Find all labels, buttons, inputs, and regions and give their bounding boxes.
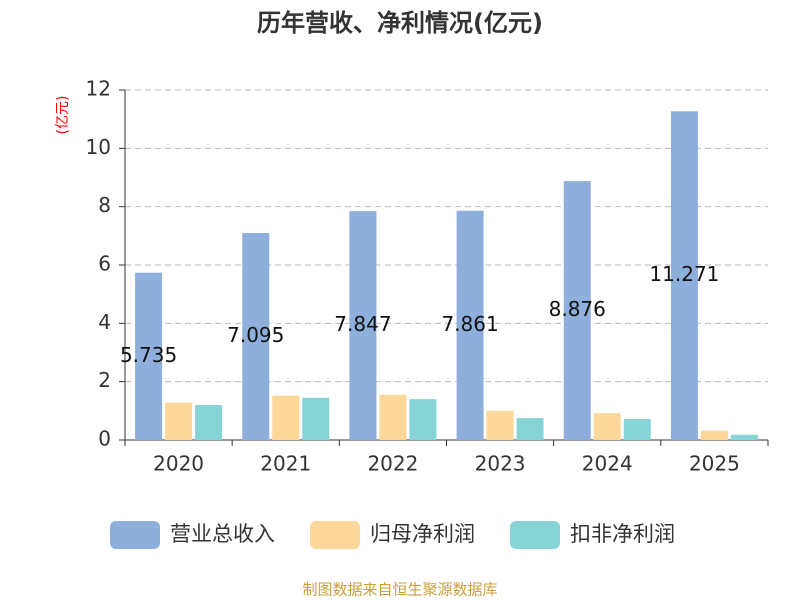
x-tick-label: 2023 xyxy=(475,452,526,476)
x-tick-label: 2025 xyxy=(689,452,740,476)
legend-swatch xyxy=(310,521,360,549)
y-tick-label: 4 xyxy=(98,310,111,334)
bar xyxy=(486,410,514,440)
bar xyxy=(409,399,437,440)
bar xyxy=(349,211,377,440)
bar xyxy=(195,405,223,440)
y-tick-label: 6 xyxy=(98,252,111,276)
value-label: 7.861 xyxy=(441,312,498,336)
y-tick-label: 10 xyxy=(86,135,111,159)
bar xyxy=(516,418,544,440)
bar xyxy=(563,181,591,440)
bar xyxy=(165,402,193,440)
bar xyxy=(623,419,651,440)
bar xyxy=(456,210,484,440)
bar xyxy=(302,397,330,440)
legend-label: 扣非净利润 xyxy=(570,522,675,546)
legend-label: 归母净利润 xyxy=(370,522,475,546)
value-label: 7.847 xyxy=(334,312,391,336)
y-axis-title: (亿元) xyxy=(55,96,71,135)
y-tick-label: 2 xyxy=(98,368,111,392)
value-label: 5.735 xyxy=(120,343,177,367)
legend-label: 营业总收入 xyxy=(170,522,275,546)
bar xyxy=(242,233,270,440)
legend-swatch xyxy=(510,521,560,549)
x-tick-label: 2022 xyxy=(367,452,418,476)
chart-title: 历年营收、净利情况(亿元) xyxy=(257,9,543,37)
value-label: 11.271 xyxy=(649,262,719,286)
y-tick-label: 8 xyxy=(98,193,111,217)
x-tick-label: 2024 xyxy=(582,452,633,476)
bar xyxy=(379,394,407,440)
bar xyxy=(700,430,728,440)
y-tick-label: 12 xyxy=(86,77,111,101)
value-label: 8.876 xyxy=(549,297,606,321)
legend-swatch xyxy=(110,521,160,549)
source-note: 制图数据来自恒生聚源数据库 xyxy=(302,581,497,599)
y-tick-label: 0 xyxy=(98,427,111,451)
bar xyxy=(670,111,698,440)
bar xyxy=(272,395,300,440)
value-label: 7.095 xyxy=(227,323,284,347)
bar xyxy=(593,413,621,440)
x-tick-label: 2020 xyxy=(153,452,204,476)
x-tick-label: 2021 xyxy=(260,452,311,476)
bar xyxy=(135,272,163,440)
bar xyxy=(730,434,758,440)
